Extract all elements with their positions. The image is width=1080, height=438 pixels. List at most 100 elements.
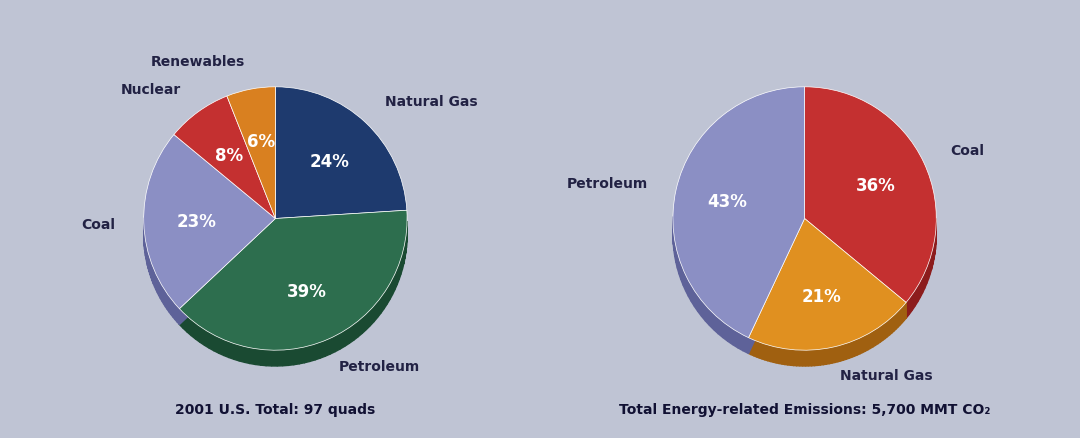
Polygon shape	[294, 348, 299, 365]
Polygon shape	[251, 348, 256, 365]
Polygon shape	[924, 268, 927, 289]
Polygon shape	[743, 335, 748, 353]
Polygon shape	[679, 259, 681, 280]
Polygon shape	[899, 309, 901, 327]
Polygon shape	[915, 286, 918, 306]
Polygon shape	[345, 328, 349, 346]
Polygon shape	[821, 349, 823, 365]
Polygon shape	[403, 249, 404, 270]
Polygon shape	[738, 332, 743, 351]
Polygon shape	[732, 329, 738, 348]
Polygon shape	[684, 270, 686, 291]
Polygon shape	[723, 322, 728, 342]
Polygon shape	[829, 347, 832, 364]
Polygon shape	[153, 268, 154, 287]
Polygon shape	[902, 305, 904, 323]
Polygon shape	[777, 347, 780, 364]
Polygon shape	[823, 349, 826, 365]
Polygon shape	[377, 298, 381, 318]
Wedge shape	[275, 88, 407, 219]
Polygon shape	[904, 303, 906, 321]
Text: 21%: 21%	[802, 287, 841, 305]
Polygon shape	[773, 347, 777, 363]
Polygon shape	[288, 349, 294, 366]
Polygon shape	[387, 284, 390, 304]
Polygon shape	[890, 318, 892, 335]
Text: 8%: 8%	[215, 146, 243, 164]
Polygon shape	[154, 272, 156, 290]
Text: 2001 U.S. Total: 97 quads: 2001 U.S. Total: 97 quads	[175, 403, 376, 417]
Polygon shape	[882, 323, 885, 341]
Polygon shape	[175, 304, 177, 322]
Polygon shape	[240, 346, 245, 363]
Text: Total Energy-related Emissions: 5,700 MMT CO₂: Total Energy-related Emissions: 5,700 MM…	[619, 403, 990, 417]
Polygon shape	[860, 337, 863, 354]
Polygon shape	[374, 302, 377, 322]
Polygon shape	[210, 332, 214, 351]
Polygon shape	[370, 306, 374, 326]
Polygon shape	[165, 291, 167, 310]
Polygon shape	[340, 331, 345, 349]
Polygon shape	[802, 350, 806, 366]
Polygon shape	[846, 343, 849, 360]
Polygon shape	[320, 341, 325, 358]
Polygon shape	[885, 321, 888, 339]
Polygon shape	[818, 350, 821, 366]
Polygon shape	[718, 318, 723, 338]
Polygon shape	[896, 311, 899, 329]
Polygon shape	[204, 330, 210, 348]
Text: 6%: 6%	[246, 133, 274, 151]
Polygon shape	[929, 259, 930, 279]
Polygon shape	[395, 269, 397, 290]
Polygon shape	[927, 264, 929, 284]
Polygon shape	[806, 350, 809, 366]
Polygon shape	[688, 281, 691, 302]
Polygon shape	[782, 349, 785, 365]
Polygon shape	[814, 350, 818, 366]
Polygon shape	[875, 328, 878, 346]
Polygon shape	[170, 297, 171, 315]
Polygon shape	[167, 294, 170, 312]
Polygon shape	[909, 295, 913, 314]
Polygon shape	[811, 350, 814, 366]
Wedge shape	[227, 88, 275, 219]
Polygon shape	[785, 349, 788, 365]
Polygon shape	[404, 244, 405, 265]
Polygon shape	[888, 319, 890, 337]
Text: 43%: 43%	[707, 193, 747, 211]
Text: Petroleum: Petroleum	[339, 359, 420, 373]
Polygon shape	[794, 350, 797, 366]
Polygon shape	[283, 350, 288, 366]
Polygon shape	[330, 336, 335, 354]
Polygon shape	[826, 348, 829, 364]
Polygon shape	[906, 299, 909, 318]
Polygon shape	[759, 343, 762, 359]
Polygon shape	[256, 349, 261, 365]
Polygon shape	[224, 340, 229, 358]
Text: Natural Gas: Natural Gas	[839, 368, 932, 382]
Polygon shape	[901, 307, 902, 325]
Polygon shape	[748, 219, 805, 353]
Wedge shape	[179, 211, 407, 350]
Wedge shape	[673, 88, 805, 338]
Polygon shape	[152, 265, 153, 284]
Wedge shape	[805, 88, 936, 303]
Polygon shape	[894, 314, 896, 331]
Polygon shape	[710, 310, 714, 330]
Polygon shape	[315, 343, 320, 360]
Polygon shape	[867, 333, 870, 350]
Polygon shape	[809, 350, 811, 366]
Polygon shape	[762, 343, 765, 360]
Polygon shape	[401, 254, 403, 275]
Polygon shape	[305, 346, 310, 363]
Polygon shape	[870, 332, 873, 349]
Polygon shape	[335, 333, 340, 352]
Polygon shape	[397, 265, 399, 285]
Polygon shape	[714, 314, 718, 334]
Text: 23%: 23%	[176, 212, 216, 230]
Polygon shape	[390, 279, 392, 300]
Polygon shape	[691, 286, 694, 307]
Polygon shape	[788, 350, 791, 365]
Polygon shape	[768, 345, 771, 362]
Polygon shape	[278, 350, 283, 366]
